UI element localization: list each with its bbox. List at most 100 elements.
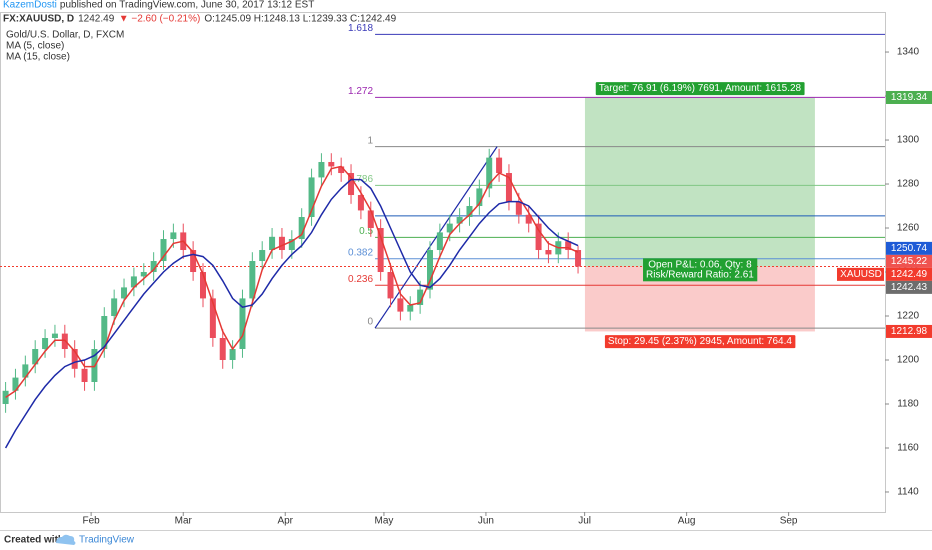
chart-title: Gold/U.S. Dollar, D, FXCM — [6, 30, 124, 41]
candle-body — [160, 239, 167, 262]
candle-body — [140, 272, 147, 277]
candle-body — [377, 228, 384, 273]
candle-body — [12, 377, 19, 391]
candle-body — [229, 348, 236, 360]
x-tick-label: Apr — [277, 516, 293, 527]
target-zone — [584, 97, 815, 267]
legend-entry: MA (15, close) — [6, 52, 70, 63]
candle-body — [348, 173, 355, 196]
candle-body — [397, 298, 404, 312]
candle-body — [278, 236, 285, 251]
stop-label: Stop: 29.45 (2.37%) 2945, Amount: 764.4 — [608, 336, 792, 347]
candle-body — [249, 261, 256, 299]
candle-body — [545, 250, 552, 255]
candle-body — [101, 316, 108, 349]
x-tick-label: Jun — [478, 516, 494, 527]
candle-body — [515, 201, 522, 215]
y-tick-label: 1280 — [897, 179, 920, 190]
stop-label-box — [604, 335, 796, 349]
x-tick-label: Aug — [678, 516, 696, 527]
candle-body — [190, 250, 197, 273]
symbol-tag-label: XAUUSD — [840, 269, 882, 280]
fib-label: 0.236 — [348, 274, 373, 285]
candle-body — [357, 195, 364, 211]
footer-brand[interactable]: TradingView — [79, 535, 135, 546]
price-tag-label: 1250.74 — [891, 243, 928, 254]
candle-body — [239, 298, 246, 349]
candle-body — [199, 272, 206, 299]
candle-body — [259, 250, 266, 262]
x-tick-label: Jul — [578, 516, 591, 527]
legend-entry: MA (5, close) — [6, 41, 64, 52]
candle-body — [308, 177, 315, 218]
y-tick-label: 1200 — [897, 355, 920, 366]
candle-body — [318, 162, 325, 178]
candle-body — [219, 338, 226, 360]
price-tag — [886, 90, 932, 104]
published: published on TradingView.com, June 30, 2… — [60, 0, 314, 11]
candle-body — [71, 348, 78, 369]
candle-body — [328, 162, 335, 167]
price-tag-label: 1212.98 — [891, 326, 928, 337]
price-tag-label: 1245.22 — [891, 256, 928, 267]
pnl-box — [643, 258, 758, 282]
candle-body — [496, 157, 503, 174]
candle-body — [407, 305, 414, 312]
y-tick-label: 1340 — [897, 47, 920, 58]
target-label: Target: 76.91 (6.19%) 7691, Amount: 1615… — [599, 83, 802, 94]
fib-label: 1.618 — [348, 23, 373, 34]
y-tick-label: 1160 — [897, 443, 919, 454]
price-tag — [886, 267, 932, 281]
y-tick-label: 1260 — [897, 223, 920, 234]
fib-label: 0 — [367, 317, 373, 328]
candle-body — [417, 289, 424, 306]
candle-body — [486, 157, 493, 189]
moving-average — [4, 178, 579, 449]
candle-body — [288, 239, 295, 251]
symbol-tag — [837, 267, 884, 281]
candle-body — [466, 206, 473, 218]
candle-body — [436, 232, 443, 251]
symbol: FX:XAUUSD, D — [3, 14, 74, 25]
trendline — [374, 146, 498, 329]
fib-label: 1.272 — [348, 86, 373, 97]
y-tick-label: 1180 — [897, 399, 919, 410]
x-tick-label: May — [374, 516, 393, 527]
change: ▼ −2.60 (−0.21%) — [119, 14, 201, 25]
candle-body — [81, 368, 88, 382]
target-label-box — [595, 82, 805, 96]
ratio-label: Risk/Reward Ratio: 2.61 — [646, 269, 754, 280]
candle-body — [42, 338, 49, 349]
fib-label: 0.5 — [359, 226, 373, 237]
x-tick-label: Mar — [175, 516, 193, 527]
brand-icon — [56, 534, 76, 545]
candle-body — [269, 236, 276, 251]
candle-body — [426, 250, 433, 290]
candle-body — [170, 232, 177, 240]
candle-body — [446, 223, 453, 233]
price-tag-label: 1242.43 — [891, 282, 928, 293]
candle-body — [209, 298, 216, 339]
candle-body — [298, 217, 305, 240]
y-tick-label: 1300 — [897, 135, 920, 146]
candle-body — [51, 333, 58, 339]
candle-body — [32, 348, 39, 365]
candle-body — [111, 298, 118, 317]
candle-body — [525, 214, 532, 224]
candle-body — [22, 364, 29, 378]
candle-body — [505, 173, 512, 202]
candle-body — [387, 272, 394, 299]
author[interactable]: KazemDosti — [3, 0, 57, 11]
candle-body — [575, 250, 582, 267]
chart-layer: 1140116011801200122012401260128013001320… — [0, 23, 932, 527]
candle-body — [565, 241, 572, 251]
price-tag — [886, 324, 932, 338]
candle-body — [456, 217, 463, 224]
ohlc: O:1245.09 H:1248.13 L:1239.33 C:1242.49 — [204, 14, 396, 25]
candle-body — [121, 287, 128, 299]
footer-created: Created with — [4, 535, 64, 546]
fib-label: 0.382 — [348, 247, 373, 258]
price-tag-label: 1319.34 — [891, 92, 928, 103]
